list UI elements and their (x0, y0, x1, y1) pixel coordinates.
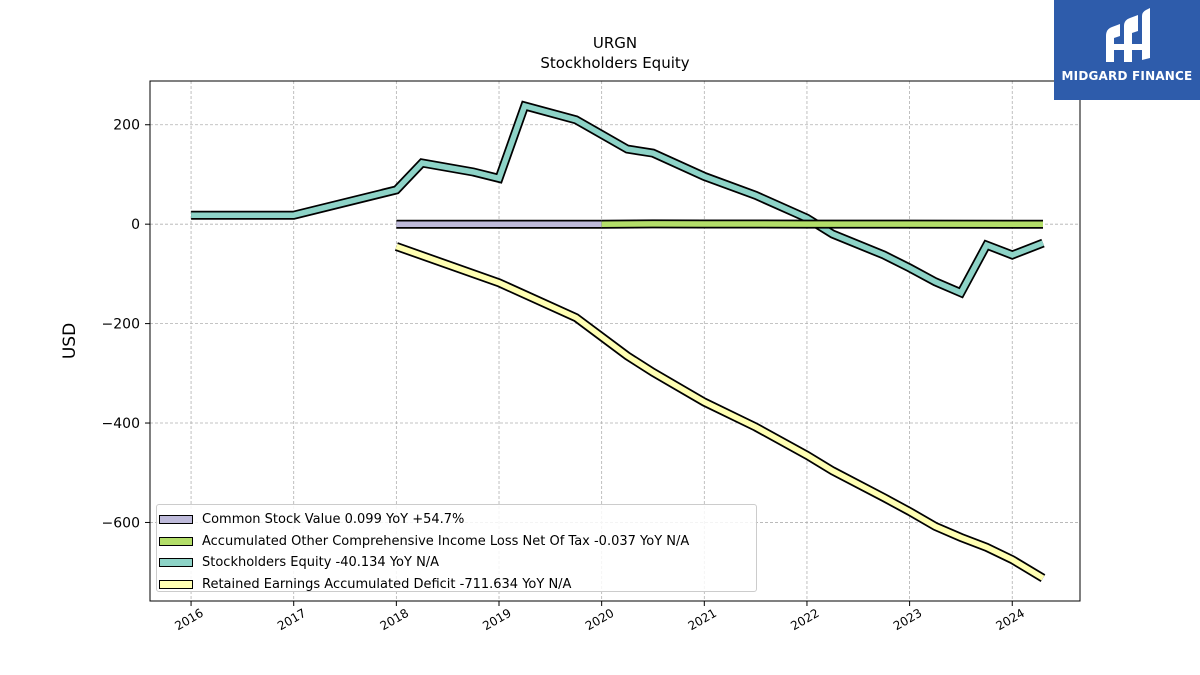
legend-swatch (159, 536, 193, 546)
series-layer (191, 100, 1046, 582)
chart-title: URGN (593, 34, 637, 52)
y-tick-label: −200 (102, 317, 140, 333)
legend-swatch (159, 558, 193, 568)
plot-frame (149, 80, 1081, 602)
legend-item-accumulated-oci: Accumulated Other Comprehensive Income L… (159, 531, 756, 553)
legend-label: Stockholders Equity -40.134 YoY N/A (202, 555, 440, 571)
legend-item-retained-earnings: Retained Earnings Accumulated Deficit -7… (159, 574, 756, 596)
legend-item-common-stock-value: Common Stock Value 0.099 YoY +54.7% (159, 509, 756, 531)
x-tick-label: 2019 (480, 606, 513, 633)
legend: Common Stock Value 0.099 YoY +54.7% Accu… (156, 504, 757, 592)
y-tick-label: −400 (102, 416, 140, 432)
legend-item-stockholders-equity: Stockholders Equity -40.134 YoY N/A (159, 552, 756, 574)
x-tick-label: 2022 (788, 606, 821, 633)
y-tick-label: 0 (131, 217, 140, 233)
series-line-stockholders-equity (191, 102, 1044, 297)
x-tick-label: 2016 (172, 606, 205, 633)
legend-label: Accumulated Other Comprehensive Income L… (202, 533, 690, 549)
legend-label: Common Stock Value 0.099 YoY +54.7% (202, 512, 465, 528)
x-tick-label: 2021 (686, 606, 719, 633)
y-tick-label: 200 (113, 118, 140, 134)
chart-subtitle: Stockholders Equity (540, 54, 689, 72)
legend-label: Retained Earnings Accumulated Deficit -7… (202, 576, 572, 592)
logo-mark-icon (1106, 8, 1150, 62)
legend-swatch (159, 579, 193, 589)
logo-text: MIDGARD FINANCE (1061, 69, 1193, 83)
series-outline-stockholders-equity (191, 100, 1045, 299)
x-tick-label: 2024 (994, 606, 1027, 633)
midgard-finance-logo: MIDGARD FINANCE (1054, 0, 1200, 100)
legend-swatch (159, 515, 193, 525)
x-tick-label: 2023 (891, 606, 924, 633)
series-line-retained-earnings-accumulated-deficit (395, 243, 1045, 581)
x-tick-label: 2017 (275, 606, 308, 633)
y-tick-label: −600 (102, 515, 140, 531)
y-axis-label: USD (60, 323, 80, 359)
x-tick-label: 2020 (583, 606, 616, 633)
x-tick-label: 2018 (378, 606, 411, 633)
